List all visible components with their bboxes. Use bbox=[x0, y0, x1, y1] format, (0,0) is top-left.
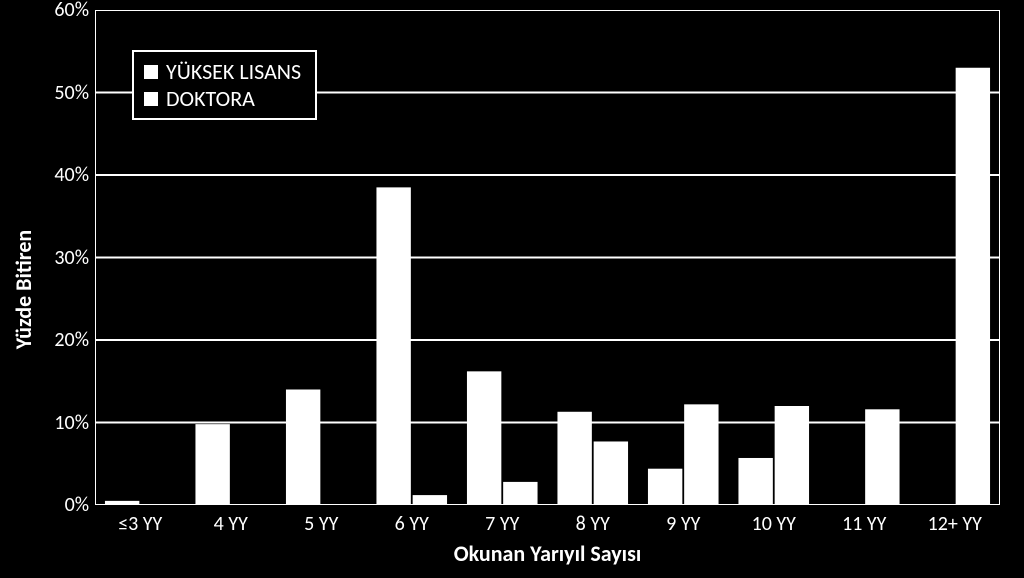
bar bbox=[775, 406, 809, 505]
y-tick-label: 10% bbox=[29, 411, 89, 435]
x-tick-label: 7 YY bbox=[485, 512, 519, 536]
bar bbox=[376, 187, 410, 505]
bar bbox=[684, 404, 718, 505]
chart-container: Yüzde Bitiren 0%10%20%30%40%50%60% ≤3 YY… bbox=[0, 0, 1024, 578]
bar bbox=[594, 441, 628, 505]
x-tick-label: 12+ YY bbox=[928, 512, 982, 536]
x-tick-label: 11 YY bbox=[842, 512, 886, 536]
legend: YÜKSEK LISANSDOKTORA bbox=[132, 50, 317, 120]
bar bbox=[738, 458, 772, 505]
x-tick-label: 4 YY bbox=[214, 512, 248, 536]
bar bbox=[467, 371, 501, 505]
legend-item: YÜKSEK LISANS bbox=[144, 58, 301, 85]
legend-swatch bbox=[144, 65, 158, 79]
bar bbox=[413, 495, 447, 505]
y-tick-label: 20% bbox=[29, 328, 89, 352]
x-tick-label: 5 YY bbox=[304, 512, 338, 536]
bar bbox=[286, 390, 320, 506]
x-tick-label: 9 YY bbox=[666, 512, 700, 536]
bar bbox=[956, 68, 990, 505]
y-tick-label: 40% bbox=[29, 163, 89, 187]
bar bbox=[648, 469, 682, 505]
y-tick-label: 0% bbox=[29, 493, 89, 517]
bar bbox=[557, 412, 591, 505]
legend-label: YÜKSEK LISANS bbox=[166, 58, 301, 85]
legend-item: DOKTORA bbox=[144, 85, 301, 112]
bar bbox=[503, 482, 537, 505]
legend-label: DOKTORA bbox=[166, 85, 255, 112]
bar bbox=[865, 409, 899, 505]
bar bbox=[195, 424, 229, 505]
x-tick-label: 6 YY bbox=[395, 512, 429, 536]
x-tick-label: 8 YY bbox=[576, 512, 610, 536]
y-tick-label: 60% bbox=[29, 0, 89, 22]
x-tick-label: ≤3 YY bbox=[118, 512, 162, 536]
x-tick-label: 10 YY bbox=[752, 512, 796, 536]
bar bbox=[105, 501, 139, 505]
y-tick-label: 30% bbox=[29, 246, 89, 270]
legend-swatch bbox=[144, 92, 158, 106]
y-tick-label: 50% bbox=[29, 81, 89, 105]
x-axis-title: Okunan Yarıyıl Sayısı bbox=[95, 540, 1000, 567]
